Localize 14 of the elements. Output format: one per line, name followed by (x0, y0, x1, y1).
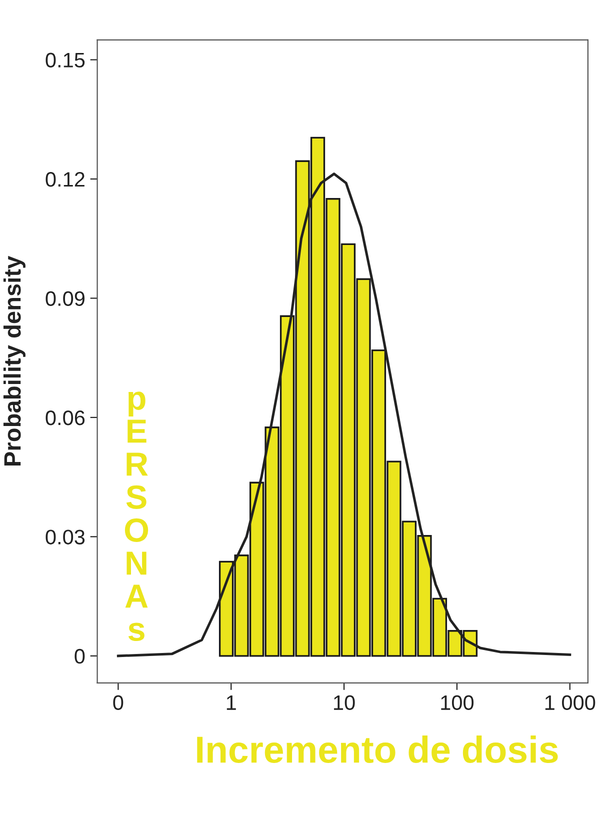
x-tick-label: 10 (334, 695, 355, 710)
annotation: pERSONAs (124, 392, 148, 641)
y-tick-label: 0.12 (46, 172, 84, 187)
y-tick-label: 0.15 (46, 52, 85, 68)
y-tick-label: 0 (74, 648, 85, 664)
x-tick-label: 100 (441, 695, 474, 710)
y-axis-title: Probability density (3, 256, 26, 466)
x-tick-label: 1 000 (545, 695, 596, 710)
y-tick-label: 0.06 (46, 410, 85, 426)
x-tick-label: 1 (226, 696, 236, 710)
x-tick-label: 0 (113, 695, 124, 710)
y-tick-label: 0.03 (46, 530, 85, 544)
y-tick-label: 0.09 (46, 291, 84, 306)
text: Incremento de dosis (197, 735, 558, 764)
